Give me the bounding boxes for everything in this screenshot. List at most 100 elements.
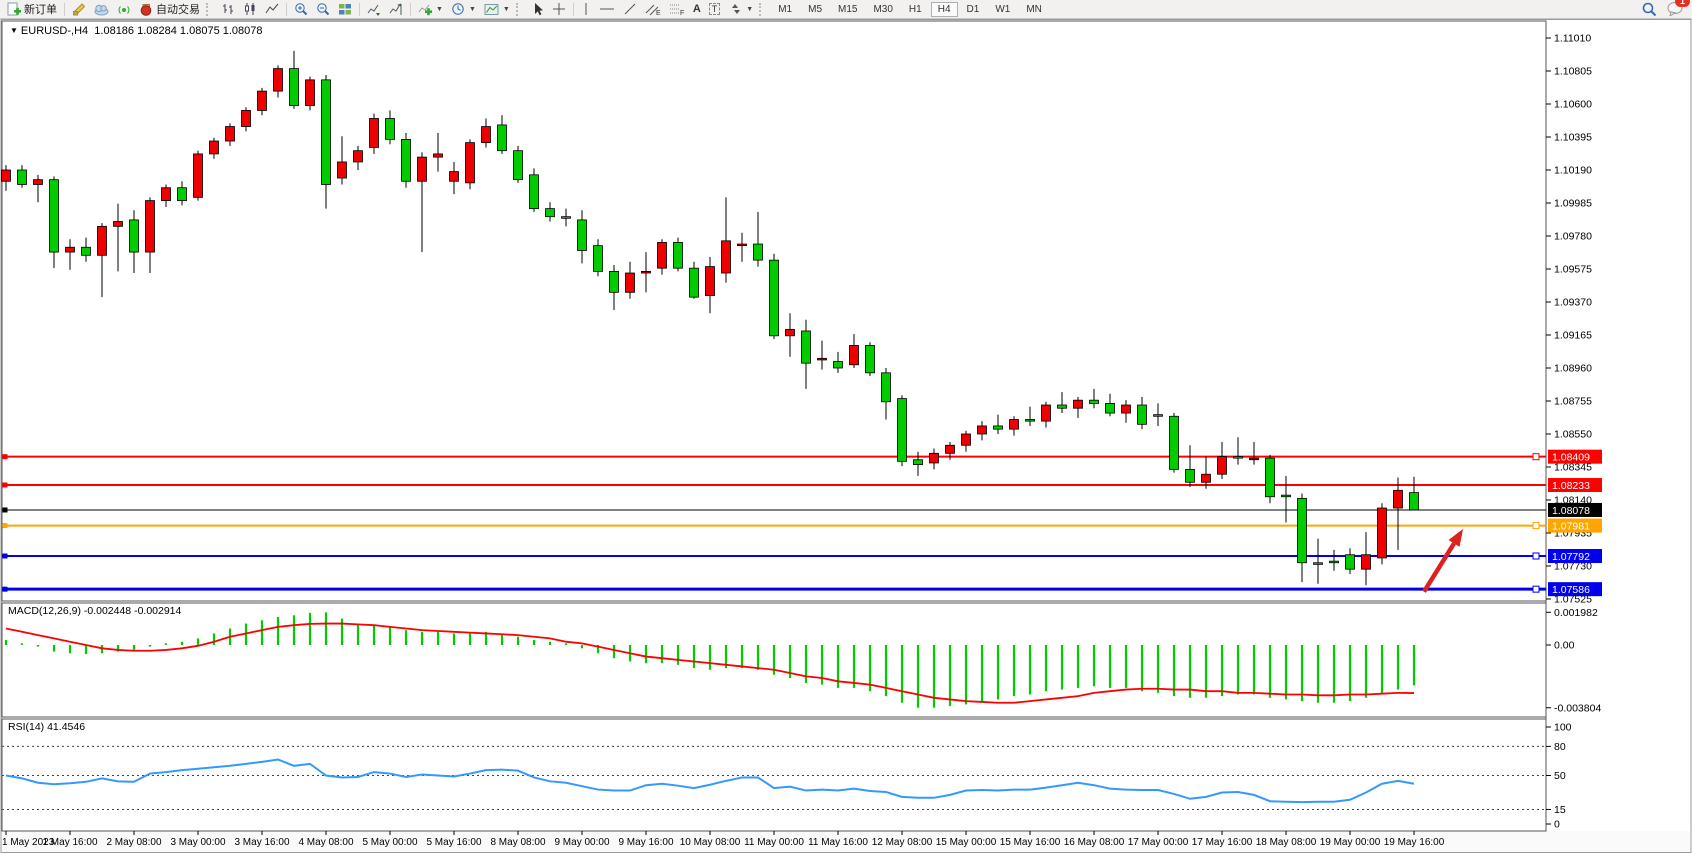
svg-text:E: E: [656, 10, 661, 16]
svg-text:0.00: 0.00: [1554, 640, 1575, 652]
svg-text:2 May 08:00: 2 May 08:00: [106, 837, 161, 848]
chevron-down-icon: ▼: [502, 5, 510, 13]
pane-frames: [0, 19, 1692, 853]
svg-text:11 May 16:00: 11 May 16:00: [808, 837, 868, 848]
vertical-line-icon: [585, 3, 587, 15]
svg-text:1.09575: 1.09575: [1554, 263, 1592, 275]
crosshair-tool-button[interactable]: [548, 1, 570, 17]
svg-text:1.10600: 1.10600: [1554, 98, 1592, 110]
community-button[interactable]: [90, 1, 113, 17]
svg-text:1.08078: 1.08078: [1552, 505, 1590, 517]
arrows-tool-button[interactable]: ▼: [724, 1, 757, 17]
notifications-button[interactable]: 1: [1667, 0, 1690, 19]
svg-text:15 May 16:00: 15 May 16:00: [1000, 837, 1061, 848]
hline-tool-button[interactable]: [595, 1, 619, 17]
svg-text:1.07792: 1.07792: [1552, 551, 1590, 563]
svg-text:9 May 16:00: 9 May 16:00: [618, 837, 673, 848]
rsi-indicator-label: RSI(14) 41.4546: [8, 721, 86, 733]
timeframe-button-h4[interactable]: H4: [930, 1, 958, 17]
svg-text:-0.003804: -0.003804: [1554, 702, 1601, 714]
tile-windows-button[interactable]: [334, 1, 356, 17]
svg-text:1.09780: 1.09780: [1554, 230, 1592, 242]
svg-text:1.08409: 1.08409: [1552, 452, 1590, 464]
svg-text:1.10805: 1.10805: [1554, 65, 1592, 77]
chart-title: ▼ EURUSD-,H4 1.08186 1.08284 1.08075 1.08…: [10, 25, 263, 37]
label-tool-button[interactable]: T: [705, 1, 725, 17]
timeframe-button-h1[interactable]: H1: [908, 3, 922, 15]
styler-button[interactable]: [68, 1, 90, 17]
svg-text:0.001982: 0.001982: [1554, 607, 1598, 619]
chart-shift-icon: [389, 3, 402, 15]
svg-text:1 May 2023: 1 May 2023: [2, 837, 55, 848]
cursor-tool-button[interactable]: [527, 1, 548, 17]
channel-tool-button[interactable]: E: [641, 1, 665, 17]
indicators-icon: [418, 4, 432, 16]
svg-text:15: 15: [1554, 804, 1566, 816]
timeframe-button-d1[interactable]: D1: [966, 3, 980, 15]
line-chart-icon: [265, 3, 279, 14]
svg-text:4 May 08:00: 4 May 08:00: [298, 837, 353, 848]
bar-chart-mode-button[interactable]: [217, 1, 239, 17]
svg-text:1.08755: 1.08755: [1554, 395, 1592, 407]
text-tool-label: A: [692, 3, 701, 15]
svg-text:50: 50: [1554, 770, 1566, 782]
chevron-down-icon: ▼: [436, 5, 443, 13]
line-chart-mode-button[interactable]: [261, 1, 283, 17]
svg-text:18 May 08:00: 18 May 08:00: [1256, 837, 1317, 848]
svg-text:3 May 16:00: 3 May 16:00: [234, 837, 289, 848]
price-axis: 1.11010 1.10805 1.10600 1.10395 1.10190 1.099…: [1546, 33, 1592, 605]
macd-indicator-label: MACD(12,26,9) -0.002448 -0.002914: [8, 605, 182, 617]
text-tool-button[interactable]: A: [689, 1, 705, 17]
symbol-name: EURUSD-,H4: [20, 25, 89, 37]
rsi-pane: 100 80 50 15 0: [2, 722, 1572, 831]
svg-text:17 May 00:00: 17 May 00:00: [1128, 837, 1189, 848]
tile-windows-icon: [339, 3, 351, 14]
svg-text:1.07981: 1.07981: [1552, 521, 1590, 533]
search-icon[interactable]: [1642, 2, 1657, 17]
periods-button[interactable]: ▼: [447, 1, 480, 17]
macd-pane: 0.001982 0.00 -0.003804: [4, 607, 1601, 714]
new-order-button[interactable]: 新订单: [3, 1, 61, 17]
arrow-annotation[interactable]: [1422, 528, 1463, 593]
main-toolbar: 新订单 自动交易 ▼ ▼: [0, 0, 1692, 19]
timeframe-button-m15[interactable]: M15: [838, 3, 858, 15]
indicators-button[interactable]: ▼: [414, 1, 447, 17]
fibonacci-tool-button[interactable]: F: [665, 1, 689, 17]
svg-text:1.10395: 1.10395: [1554, 131, 1592, 143]
timeframe-button-m30[interactable]: M30: [873, 3, 893, 15]
timeframe-button-mn[interactable]: MN: [1026, 3, 1042, 15]
zoom-out-button[interactable]: [312, 1, 334, 17]
horizontal-lines[interactable]: 1.08409 1.08233 1.08078 1.07981 1.07792 1.075…: [2, 449, 1602, 597]
brush-icon: [73, 3, 86, 16]
new-order-icon: [7, 2, 21, 16]
symbol-dropdown-icon[interactable]: ▼: [10, 26, 18, 35]
trendline-tool-button[interactable]: [619, 1, 641, 17]
candle-chart-mode-button[interactable]: [239, 1, 261, 17]
svg-text:8 May 08:00: 8 May 08:00: [490, 837, 545, 848]
svg-text:3 May 00:00: 3 May 00:00: [170, 837, 225, 848]
svg-text:1.07730: 1.07730: [1554, 560, 1592, 572]
signal-icon: [118, 6, 130, 14]
auto-scroll-button[interactable]: [363, 1, 385, 17]
bar-chart-icon: [223, 4, 233, 14]
chevron-down-icon: ▼: [746, 5, 754, 13]
svg-text:11 May 00:00: 11 May 00:00: [744, 837, 804, 848]
toolbar-grip: [759, 2, 767, 16]
signals-button[interactable]: [113, 1, 135, 17]
ohlc-readout: 1.08186 1.08284 1.08075 1.08078: [94, 25, 263, 37]
timeframe-button-m5[interactable]: M5: [808, 3, 823, 15]
svg-text:1.09985: 1.09985: [1554, 197, 1592, 209]
auto-scroll-icon: [367, 4, 380, 16]
svg-text:1.11010: 1.11010: [1554, 33, 1591, 45]
timeframe-button-w1[interactable]: W1: [995, 3, 1011, 15]
clock-icon: [452, 3, 464, 15]
timeframe-button-m1[interactable]: M1: [778, 3, 793, 15]
vline-tool-button[interactable]: [577, 1, 595, 17]
chart-shift-button[interactable]: [385, 1, 407, 17]
templates-button[interactable]: ▼: [480, 1, 514, 17]
autotrade-button[interactable]: 自动交易: [135, 1, 204, 17]
svg-text:1.08960: 1.08960: [1554, 362, 1592, 374]
zoom-in-button[interactable]: [290, 1, 312, 17]
svg-text:0: 0: [1554, 819, 1560, 831]
